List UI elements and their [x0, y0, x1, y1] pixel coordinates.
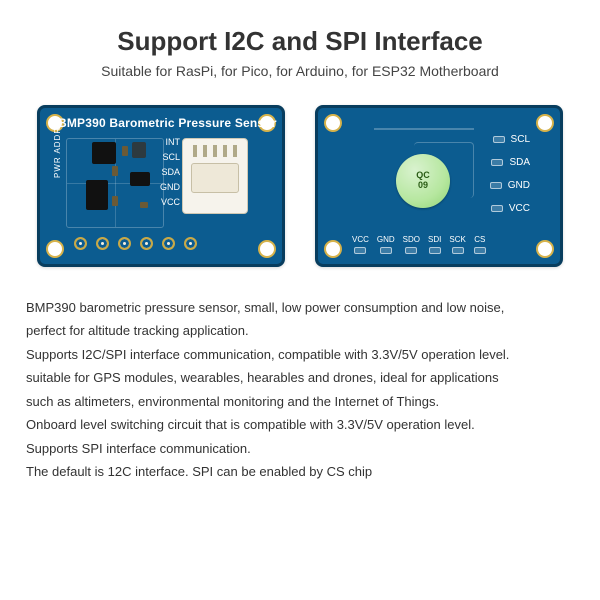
capacitor-icon: [122, 146, 128, 156]
description-line: such as altimeters, environmental monito…: [26, 391, 574, 412]
pwr-addr-label: PWR ADDR: [53, 127, 62, 178]
mount-hole-icon: [536, 114, 554, 132]
boards-row: BMP390 Barometric Pressure Sensor PWR AD…: [26, 105, 574, 267]
page-subtitle: Suitable for RasPi, for Pico, for Arduin…: [26, 63, 574, 79]
description-line: Onboard level switching circuit that is …: [26, 414, 574, 435]
description-line: BMP390 barometric pressure sensor, small…: [26, 297, 574, 318]
solder-pad-row: [74, 237, 197, 250]
solder-pad-icon: [74, 237, 87, 250]
qc-sticker-icon: QC 09: [396, 154, 450, 208]
description-line: Supports SPI interface communication.: [26, 438, 574, 459]
mount-hole-icon: [324, 240, 342, 258]
pin-label: SDA: [509, 157, 530, 168]
pin-label: VCC: [509, 203, 530, 214]
silk-pad-icon: [452, 247, 464, 254]
page-title: Support I2C and SPI Interface: [26, 26, 574, 57]
capacitor-icon: [140, 202, 148, 208]
description-block: BMP390 barometric pressure sensor, small…: [26, 297, 574, 483]
qc-number: 09: [418, 181, 428, 191]
mount-hole-icon: [324, 114, 342, 132]
mount-hole-icon: [536, 240, 554, 258]
pin-label: SDO: [403, 235, 420, 244]
ic-chip-icon: [92, 142, 116, 164]
description-line: Supports I2C/SPI interface communication…: [26, 344, 574, 365]
silk-pad-icon: [491, 159, 503, 166]
silk-pad-icon: [493, 136, 505, 143]
back-right-pin-labels: SCL SDA GND VCC: [490, 134, 530, 214]
solder-pad-icon: [118, 237, 131, 250]
solder-pad-icon: [140, 237, 153, 250]
trace-decoration: [374, 128, 474, 130]
silk-pad-icon: [354, 247, 366, 254]
front-pin-labels: INT SCL SDA GND VCC: [160, 138, 180, 207]
pin-label: INT: [160, 138, 180, 147]
pin-label: VCC: [352, 235, 369, 244]
pin-label: CS: [474, 235, 485, 244]
pin-label: SDI: [428, 235, 441, 244]
silk-pad-icon: [490, 182, 502, 189]
solder-pad-icon: [162, 237, 175, 250]
silk-pad-icon: [474, 247, 486, 254]
sensor-board-front: BMP390 Barometric Pressure Sensor PWR AD…: [37, 105, 285, 267]
capacitor-icon: [112, 196, 118, 206]
pin-label: SCK: [449, 235, 465, 244]
pin-label: SCL: [511, 134, 530, 145]
mount-hole-icon: [46, 240, 64, 258]
silk-pad-icon: [429, 247, 441, 254]
pin-label: GND: [160, 183, 180, 192]
description-line: The default is 12C interface. SPI can be…: [26, 461, 574, 482]
mount-hole-icon: [258, 240, 276, 258]
solder-pad-icon: [96, 237, 109, 250]
pin-label: SDA: [160, 168, 180, 177]
ic-chip-icon: [86, 180, 108, 210]
pin-label: GND: [377, 235, 395, 244]
solder-pad-icon: [184, 237, 197, 250]
silk-pad-icon: [380, 247, 392, 254]
silk-pad-icon: [491, 205, 503, 212]
description-line: perfect for altitude tracking applicatio…: [26, 320, 574, 341]
sensor-chip-icon: [132, 142, 146, 158]
back-bottom-pin-labels: VCC GND SDO SDI SCK CS: [352, 235, 486, 254]
pin-label: GND: [508, 180, 530, 191]
sensor-board-back: QC 09 SCL SDA GND VCC VCC GND SDO SDI SC…: [315, 105, 563, 267]
jst-connector-icon: [182, 138, 248, 214]
board-silk-title: BMP390 Barometric Pressure Sensor: [58, 116, 264, 130]
silk-pad-icon: [405, 247, 417, 254]
pin-label: VCC: [160, 198, 180, 207]
ic-chip-icon: [130, 172, 150, 186]
pin-label: SCL: [160, 153, 180, 162]
description-line: suitable for GPS modules, wearables, hea…: [26, 367, 574, 388]
capacitor-icon: [112, 166, 118, 176]
